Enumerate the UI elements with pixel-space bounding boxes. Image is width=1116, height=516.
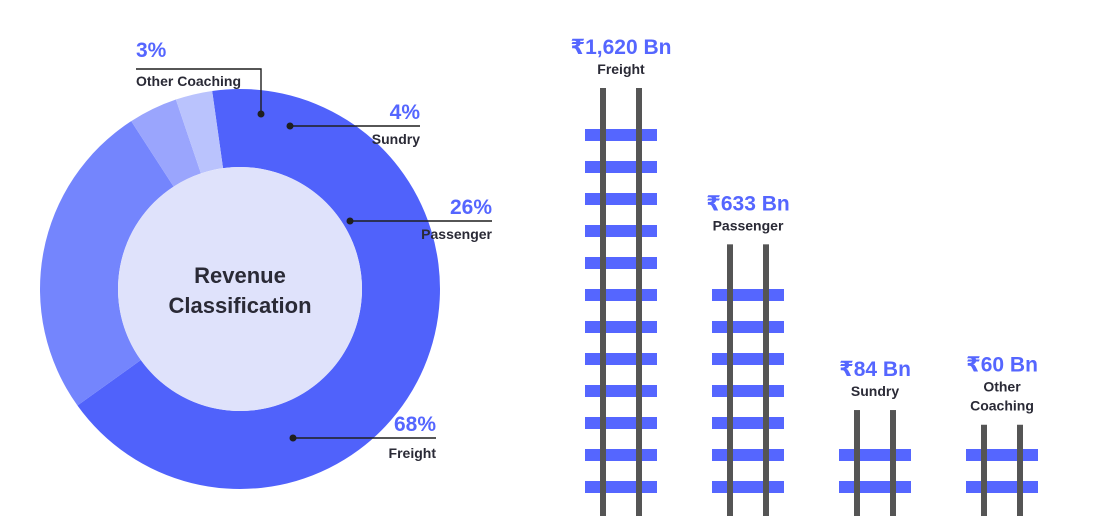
track-value-passenger: ₹633 Bn — [706, 192, 789, 215]
track-label-sundry: Sundry — [851, 383, 899, 399]
slice-percent-passenger: 26% — [450, 196, 492, 219]
track-sleeper — [839, 449, 911, 461]
track-sleeper — [712, 289, 784, 301]
track-label-other-coaching: Coaching — [970, 398, 1034, 414]
leader-dot-other-coaching — [257, 110, 265, 118]
leader-dot-freight — [289, 434, 297, 442]
donut-slice-sundry — [131, 99, 201, 187]
track-bar-chart: Freight ₹1,620 Bn Passenger ₹633 Bn Sundry ₹8… — [571, 36, 1038, 516]
track-value-other-coaching: ₹60 Bn — [966, 354, 1038, 377]
track-rail — [981, 424, 987, 516]
track-sleeper — [585, 417, 657, 429]
track-label-freight: Freight — [597, 61, 645, 77]
track-bar-other-coaching: Other Coaching ₹60 Bn — [966, 354, 1038, 516]
track-bar-passenger: Passenger ₹633 Bn — [706, 192, 790, 516]
slice-label-sundry: Sundry — [372, 131, 420, 147]
track-rail — [636, 88, 642, 516]
track-rail — [600, 88, 606, 516]
track-sleeper — [712, 385, 784, 397]
track-sleeper — [712, 417, 784, 429]
donut-slice-freight — [77, 89, 440, 490]
track-sleeper — [585, 129, 657, 141]
track-bar-sundry: Sundry ₹84 Bn — [839, 358, 911, 516]
slice-percent-other-coaching: 3% — [136, 39, 167, 62]
track-sleeper — [712, 481, 784, 493]
track-sleeper — [585, 481, 657, 493]
slice-label-passenger: Passenger — [421, 226, 492, 242]
track-value-freight: ₹1,620 Bn — [571, 36, 672, 59]
track-rail — [727, 244, 733, 516]
leader-line-other-coaching — [136, 68, 262, 114]
track-rail — [890, 410, 896, 516]
slice-percent-sundry: 4% — [390, 101, 421, 124]
track-label-passenger: Passenger — [713, 217, 784, 233]
track-sleeper — [712, 353, 784, 365]
track-sleeper — [585, 289, 657, 301]
track-sleeper — [966, 449, 1038, 461]
track-sleeper — [585, 161, 657, 173]
leader-dot-sundry — [286, 122, 294, 130]
track-rail — [1017, 424, 1023, 516]
leader-dot-passenger — [346, 217, 354, 225]
donut-labels: 68% Freight 26% Passenger 4% Sundry 3% Other Co… — [136, 39, 493, 461]
track-sleeper — [585, 257, 657, 269]
slice-label-freight: Freight — [389, 445, 437, 461]
slice-label-other-coaching: Other Coaching — [136, 73, 241, 89]
track-sleeper — [712, 321, 784, 333]
donut-center — [118, 167, 362, 411]
track-sleeper — [585, 193, 657, 205]
donut-slice-passenger — [39, 121, 174, 406]
track-value-sundry: ₹84 Bn — [839, 358, 911, 381]
track-sleeper — [585, 353, 657, 365]
track-sleeper — [585, 385, 657, 397]
track-sleeper — [585, 225, 657, 237]
track-sleeper — [966, 481, 1038, 493]
track-label-other-coaching: Other — [983, 379, 1021, 395]
donut-chart: Revenue Classification — [39, 89, 440, 490]
donut-title-line: Classification — [168, 293, 311, 318]
slice-percent-freight: 68% — [394, 413, 436, 436]
donut-slice-other-coaching — [175, 90, 224, 174]
track-sleeper — [585, 449, 657, 461]
track-bar-freight: Freight ₹1,620 Bn — [571, 36, 672, 516]
track-sleeper — [839, 481, 911, 493]
track-sleeper — [712, 449, 784, 461]
track-rail — [854, 410, 860, 516]
donut-title-line: Revenue — [194, 263, 286, 288]
track-rail — [763, 244, 769, 516]
track-sleeper — [585, 321, 657, 333]
